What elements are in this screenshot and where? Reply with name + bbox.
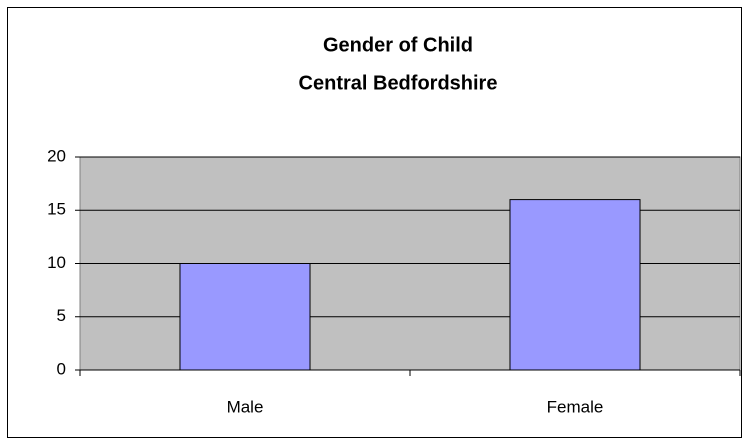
x-tick-label: Female xyxy=(547,397,604,416)
chart-subtitle: Central Bedfordshire xyxy=(299,72,498,94)
y-tick-label: 20 xyxy=(47,146,66,165)
chart-title: Gender of Child xyxy=(323,34,473,56)
bar xyxy=(509,199,641,371)
bar xyxy=(179,263,311,371)
y-tick-label: 0 xyxy=(57,359,66,378)
y-tick-label: 5 xyxy=(57,306,66,325)
y-tick-label: 15 xyxy=(47,200,66,219)
x-tick-label: Male xyxy=(227,397,264,416)
y-tick-label: 10 xyxy=(47,253,66,272)
